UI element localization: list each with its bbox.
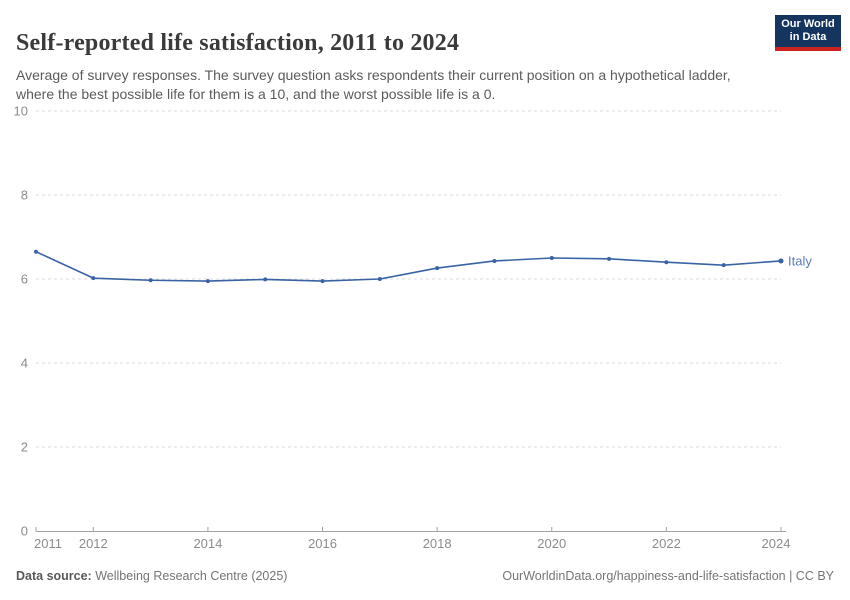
owid-logo-line1: Our World	[781, 18, 835, 30]
svg-text:2022: 2022	[652, 536, 681, 551]
data-source-note: Data source: Wellbeing Research Centre (…	[16, 569, 287, 583]
y-axis-labels: 0 2 4 6 8 10	[14, 104, 28, 539]
svg-text:2014: 2014	[193, 536, 222, 551]
svg-text:2018: 2018	[423, 536, 452, 551]
line-chart: 0 2 4 6 8 10 2011 2012 2014 2016 2018 2020 2022 2024…	[14, 104, 813, 552]
x-axis-labels: 2011 2012 2014 2016 2018 2020 2022 2024	[34, 536, 790, 551]
svg-text:2016: 2016	[308, 536, 337, 551]
series-line-italy[interactable]	[34, 249, 784, 284]
svg-text:2012: 2012	[79, 536, 108, 551]
chart-title: Self-reported life satisfaction, 2011 to…	[16, 30, 460, 57]
svg-text:8: 8	[21, 188, 28, 203]
svg-text:4: 4	[21, 356, 28, 371]
svg-text:2020: 2020	[537, 536, 566, 551]
svg-text:6: 6	[21, 272, 28, 287]
owid-logo-line2: in Data	[789, 30, 827, 43]
x-axis	[35, 527, 786, 532]
svg-text:2024: 2024	[762, 536, 791, 551]
svg-text:10: 10	[14, 104, 28, 119]
svg-text:2011: 2011	[34, 536, 62, 551]
series-end-label[interactable]: Italy	[788, 253, 812, 268]
data-source-label: Data source:	[16, 569, 92, 583]
chart-subtitle: Average of survey responses. The survey …	[16, 67, 731, 103]
owid-logo[interactable]: Our World in Data	[775, 15, 841, 52]
svg-text:2: 2	[21, 440, 28, 455]
y-gridlines	[36, 110, 781, 448]
data-source-text[interactable]: Wellbeing Research Centre (2025)	[95, 569, 288, 583]
svg-text:0: 0	[21, 524, 28, 539]
owid-url-license[interactable]: OurWorldinData.org/happiness-and-life-sa…	[502, 569, 834, 583]
